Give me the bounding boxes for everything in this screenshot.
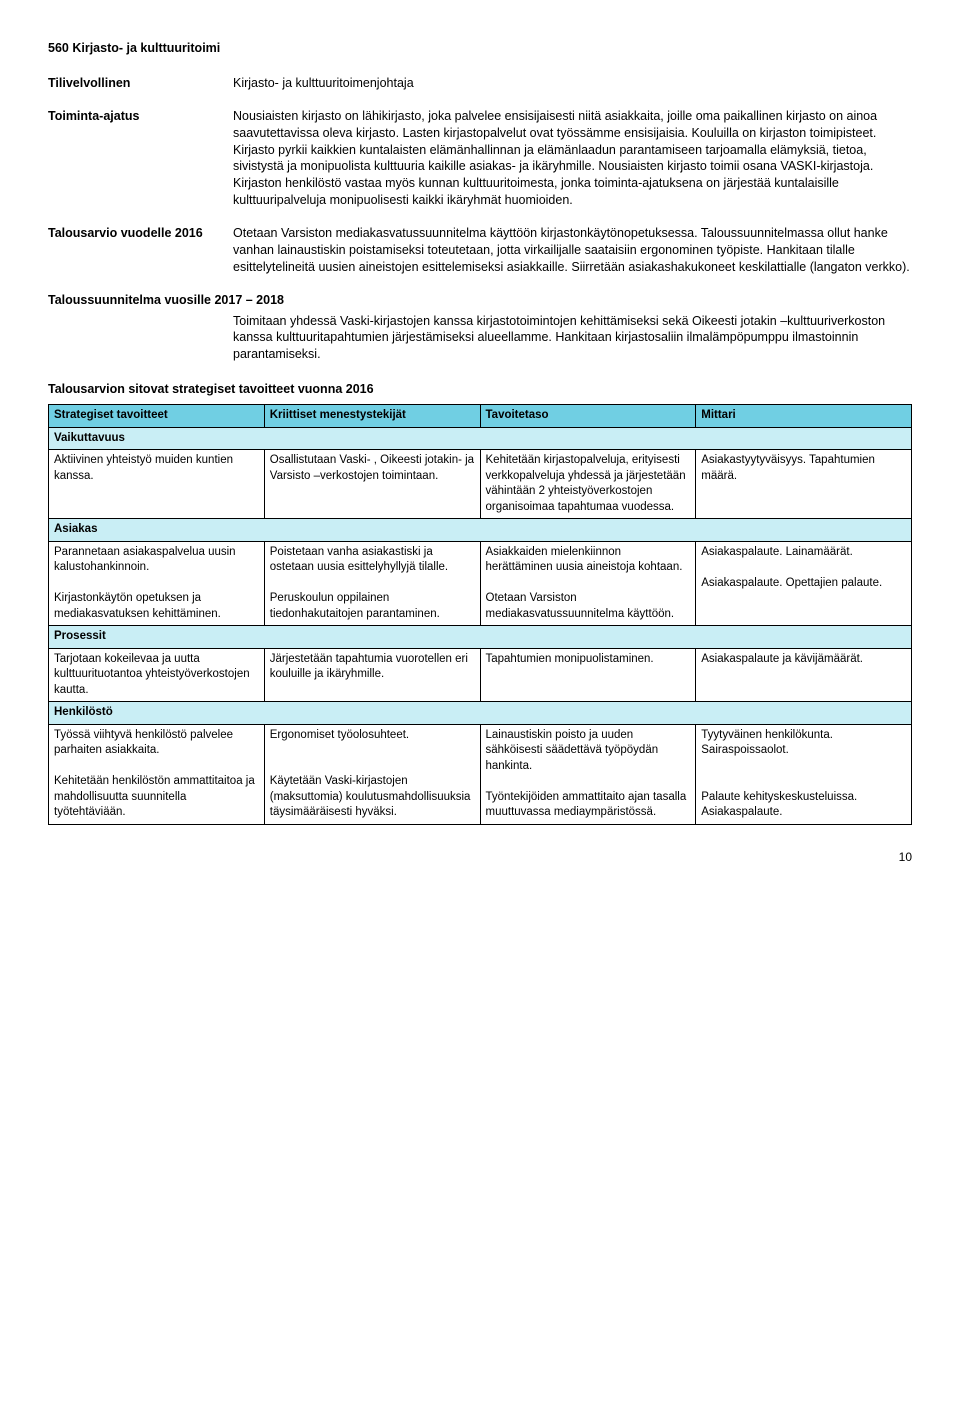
table-cell: Tyytyväinen henkilökunta. Sairaspoissaol… (696, 724, 912, 824)
table-cell: Vaikuttavuus (49, 427, 912, 450)
table-cell: Asiakaspalaute ja kävijämäärät. (696, 648, 912, 702)
table-cell: Lainaustiskin poisto ja uuden sähköisest… (480, 724, 696, 824)
column-header: Tavoitetaso (480, 405, 696, 428)
table-cell: Tarjotaan kokeilevaa ja uutta kulttuurit… (49, 648, 265, 702)
talousarvio-label: Talousarvio vuodelle 2016 (48, 225, 233, 276)
taloussuunnitelma-label: Taloussuunnitelma vuosille 2017 – 2018 (48, 292, 912, 309)
toiminta-ajatus-row: Toiminta-ajatus Nousiaisten kirjasto on … (48, 108, 912, 209)
table-cell: Osallistutaan Vaski- , Oikeesti jotakin-… (264, 450, 480, 519)
page-title: 560 Kirjasto- ja kulttuuritoimi (48, 40, 912, 57)
table-cell: Parannetaan asiakaspalvelua uusin kalust… (49, 541, 265, 626)
tilivelvollinen-value: Kirjasto- ja kulttuuritoimenjohtaja (233, 75, 912, 92)
table-cell: Poistetaan vanha asiakastiski ja ostetaa… (264, 541, 480, 626)
page-number: 10 (48, 849, 912, 865)
table-cell: Henkilöstö (49, 702, 912, 725)
strategiset-tavoitteet-table: Strategiset tavoitteetKriittiset menesty… (48, 404, 912, 825)
table-heading: Talousarvion sitovat strategiset tavoitt… (48, 381, 912, 398)
tilivelvollinen-label: Tilivelvollinen (48, 75, 233, 92)
column-header: Mittari (696, 405, 912, 428)
talousarvio-row: Talousarvio vuodelle 2016 Otetaan Varsis… (48, 225, 912, 276)
column-header: Strategiset tavoitteet (49, 405, 265, 428)
talousarvio-value: Otetaan Varsiston mediakasvatussuunnitel… (233, 225, 912, 276)
table-cell: Asiakkaiden mielenkiinnon herättäminen u… (480, 541, 696, 626)
table-cell: Asiakaspalaute. Lainamäärät. Asiakaspala… (696, 541, 912, 626)
table-cell: Järjestetään tapahtumia vuorotellen eri … (264, 648, 480, 702)
toiminta-ajatus-label: Toiminta-ajatus (48, 108, 233, 209)
table-cell: Prosessit (49, 626, 912, 649)
table-cell: Aktiivinen yhteistyö muiden kuntien kans… (49, 450, 265, 519)
table-cell: Työssä viihtyvä henkilöstö palvelee parh… (49, 724, 265, 824)
column-header: Kriittiset menestystekijät (264, 405, 480, 428)
tilivelvollinen-row: Tilivelvollinen Kirjasto- ja kulttuurito… (48, 75, 912, 92)
table-cell: Ergonomiset työolosuhteet. Käytetään Vas… (264, 724, 480, 824)
table-cell: Kehitetään kirjastopalveluja, erityisest… (480, 450, 696, 519)
table-cell: Asiakastyytyväisyys. Tapahtumien määrä. (696, 450, 912, 519)
table-cell: Tapahtumien monipuolistaminen. (480, 648, 696, 702)
taloussuunnitelma-value: Toimitaan yhdessä Vaski-kirjastojen kans… (233, 313, 912, 364)
table-cell: Asiakas (49, 519, 912, 542)
toiminta-ajatus-value: Nousiaisten kirjasto on lähikirjasto, jo… (233, 108, 912, 209)
